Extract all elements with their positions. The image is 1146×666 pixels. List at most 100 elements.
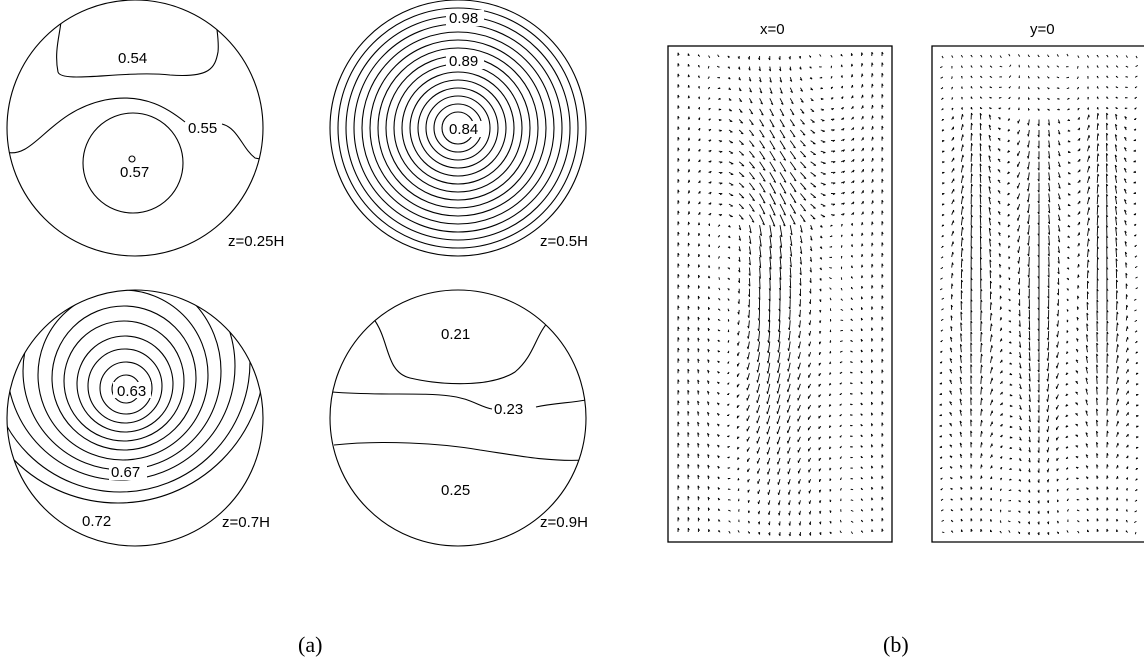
vector-arrowhead xyxy=(992,345,993,347)
vector-arrowhead xyxy=(1008,235,1009,237)
vector-arrowhead xyxy=(1019,86,1020,88)
vector-arrowhead xyxy=(1127,467,1128,469)
vector-arrowhead xyxy=(727,436,729,437)
contour-line xyxy=(222,124,265,160)
vector-arrowhead xyxy=(971,86,972,88)
velocity-vector xyxy=(991,335,992,342)
velocity-vector xyxy=(981,398,982,405)
vector-arrowhead xyxy=(1098,107,1099,109)
velocity-vector xyxy=(1028,172,1029,180)
velocity-vector xyxy=(790,194,796,203)
velocity-vector xyxy=(981,387,982,395)
vector-arrowhead xyxy=(1067,109,1069,110)
vector-arrowhead xyxy=(757,431,758,433)
contour-label: 0.98 xyxy=(449,10,478,27)
vector-arrowhead xyxy=(767,452,768,454)
vector-arrowhead xyxy=(1135,342,1137,343)
contour-label: 0.63 xyxy=(117,383,146,400)
vector-arrowhead xyxy=(830,340,831,342)
velocity-vector xyxy=(788,373,790,381)
velocity-vector xyxy=(1028,162,1029,170)
velocity-vector xyxy=(768,437,770,445)
velocity-vector xyxy=(961,155,962,162)
vector-arrowhead xyxy=(1135,490,1137,491)
vector-arrowhead xyxy=(840,531,841,533)
vector-arrowhead xyxy=(809,55,810,57)
vector-arrowhead xyxy=(1097,66,1098,68)
vector-arrowhead xyxy=(718,236,720,238)
vector-arrowhead xyxy=(992,356,993,358)
vector-arrowhead xyxy=(953,242,954,244)
vector-arrowhead xyxy=(1057,66,1059,68)
vector-arrowhead xyxy=(941,88,943,89)
vector-arrowhead xyxy=(1117,498,1118,500)
vector-arrowhead xyxy=(748,511,749,513)
vector-arrowhead xyxy=(841,309,843,310)
velocity-vector xyxy=(778,363,780,373)
vector-arrowhead xyxy=(728,489,730,490)
vector-arrowhead xyxy=(1001,499,1002,501)
vector-arrowhead xyxy=(992,389,993,391)
vector-arrowhead xyxy=(1078,531,1079,533)
velocity-vector xyxy=(1088,218,1089,225)
vector-arrowhead xyxy=(829,278,831,279)
vector-arrowhead xyxy=(941,499,943,500)
frame-title: y=0 xyxy=(1030,21,1055,38)
velocity-vector xyxy=(757,395,759,403)
vector-arrowhead xyxy=(689,96,690,98)
velocity-vector xyxy=(1097,123,1098,130)
vector-arrowhead xyxy=(963,124,964,126)
vector-arrowhead xyxy=(767,371,768,373)
velocity-vector xyxy=(961,259,962,268)
velocity-vector xyxy=(770,162,776,172)
velocity-vector xyxy=(770,151,776,160)
vector-arrowhead xyxy=(1118,421,1119,423)
vector-arrowhead xyxy=(1079,117,1080,119)
vector-arrowhead xyxy=(1079,138,1080,140)
velocity-vector xyxy=(1048,342,1049,351)
vector-arrowhead xyxy=(1047,470,1048,472)
vector-arrowhead xyxy=(1047,430,1048,432)
velocity-vector xyxy=(1117,312,1118,321)
vector-arrowhead xyxy=(1116,76,1118,78)
velocity-vector xyxy=(778,416,781,424)
vector-arrowhead xyxy=(1047,450,1048,452)
vector-arrowhead xyxy=(1135,97,1137,98)
velocity-vector xyxy=(991,313,992,320)
vector-arrowhead xyxy=(941,246,943,247)
vector-arrowhead xyxy=(873,169,874,171)
vector-arrowhead xyxy=(941,257,943,258)
velocity-vector xyxy=(800,183,806,190)
velocity-vector xyxy=(790,151,796,159)
vector-arrowhead xyxy=(729,531,730,533)
vector-arrowhead xyxy=(1000,66,1002,67)
vector-arrowhead xyxy=(728,298,729,300)
vector-arrowhead xyxy=(788,482,789,484)
velocity-vector xyxy=(789,331,790,340)
velocity-vector xyxy=(1088,166,1090,172)
vector-arrowhead xyxy=(1098,97,1099,99)
vector-arrowhead xyxy=(799,492,800,494)
contour-line xyxy=(52,306,196,450)
vector-arrowhead xyxy=(788,359,789,361)
velocity-vector xyxy=(790,204,796,213)
velocity-vector xyxy=(1117,388,1118,395)
velocity-vector xyxy=(1097,164,1098,173)
vector-arrowhead xyxy=(813,218,815,219)
vector-arrowhead xyxy=(1118,399,1119,401)
vector-arrowhead xyxy=(822,121,824,122)
vector-arrowhead xyxy=(953,231,954,233)
velocity-vector xyxy=(811,172,816,176)
velocity-vector xyxy=(747,384,749,390)
velocity-vector xyxy=(770,141,775,150)
vector-arrowhead xyxy=(689,106,690,108)
velocity-vector xyxy=(760,162,766,171)
velocity-vectors xyxy=(678,52,883,536)
vector-arrowhead xyxy=(823,131,825,132)
vector-arrowhead xyxy=(1077,77,1078,79)
vector-arrowhead xyxy=(758,492,759,494)
velocity-vector xyxy=(790,310,791,320)
velocity-vector xyxy=(1018,225,1020,231)
velocity-vector xyxy=(790,162,796,170)
velocity-vector xyxy=(788,363,790,372)
